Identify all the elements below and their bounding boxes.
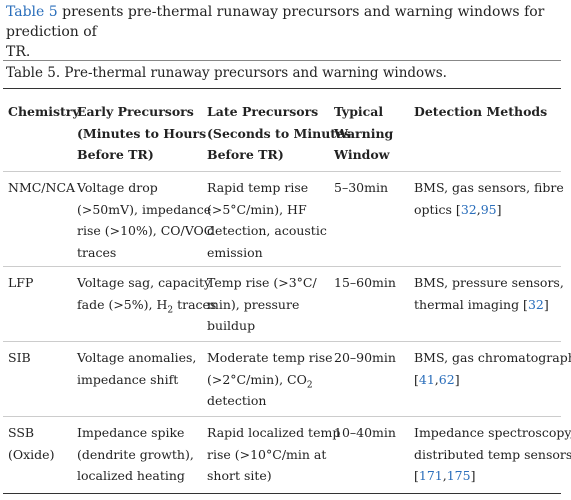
header-chemistry: Chemistry	[8, 104, 80, 119]
header-top-rule	[3, 88, 561, 89]
row-lfp-early: Voltage sag, capacity fade (>5%), H2 tra…	[77, 275, 217, 315]
row-nmc-chemistry: NMC/NCA	[8, 180, 76, 195]
row-lfp-late: Temp rise (>3°C/ min), pressure buildup	[207, 275, 317, 333]
row-ssb-late: Rapid localized temp rise (>10°C/min at …	[207, 425, 341, 483]
row-sib-early: Voltage anomalies, impedance shift	[77, 350, 197, 387]
caption-top-rule	[3, 60, 561, 61]
row-ssb-window: 10–40min	[334, 425, 396, 440]
citation-link[interactable]: 62	[438, 371, 455, 387]
table-caption: Table 5. Pre-thermal runaway precursors …	[6, 65, 447, 81]
row-divider	[3, 341, 561, 342]
row-sib-chemistry: SIB	[8, 350, 31, 365]
row-lfp-chemistry: LFP	[8, 275, 34, 290]
row-nmc-late: Rapid temp rise (>5°C/min), HF detection…	[207, 180, 327, 260]
row-lfp-methods: BMS, pressure sensors, thermal imaging […	[414, 275, 564, 312]
intro-paragraph: Table 5 presents pre-thermal runaway pre…	[6, 2, 565, 62]
row-sib-window: 20–90min	[334, 350, 396, 365]
table-5-link[interactable]: Table 5	[6, 4, 58, 20]
row-lfp-window: 15–60min	[334, 275, 396, 290]
row-nmc-early: Voltage drop (>50mV), impedance rise (>1…	[77, 180, 214, 260]
citation-link[interactable]: 171	[418, 468, 443, 483]
citation-link[interactable]: 32	[460, 201, 477, 217]
header-warning-window: Typical Warning Window	[334, 104, 394, 162]
row-sib-methods: BMS, gas chromatography [41,62]	[414, 350, 571, 387]
intro-text: presents pre-thermal runaway precursors …	[6, 4, 545, 40]
row-divider	[3, 416, 561, 417]
citation-link[interactable]: 175	[446, 468, 471, 483]
citation-link[interactable]: 41	[418, 371, 435, 387]
header-early-precursors: Early Precursors (Minutes to Hours Befor…	[77, 104, 207, 162]
table-bottom-rule	[3, 493, 561, 494]
citation-link[interactable]: 95	[480, 201, 497, 217]
header-late-precursors: Late Precursors (Seconds to Minutes Befo…	[207, 104, 352, 162]
row-sib-late: Moderate temp rise (>2°C/min), CO2 detec…	[207, 350, 333, 408]
row-divider	[3, 266, 561, 267]
row-divider	[3, 171, 561, 172]
row-nmc-window: 5–30min	[334, 180, 389, 195]
row-ssb-chemistry: SSB (Oxide)	[8, 425, 55, 462]
intro-text-line2: TR.	[6, 44, 31, 60]
row-ssb-methods: Impedance spectroscopy, distributed temp…	[414, 425, 571, 483]
row-nmc-methods: BMS, gas sensors, fibre optics [32,95]	[414, 180, 564, 217]
citation-link[interactable]: 32	[527, 296, 544, 312]
row-ssb-early: Impedance spike (dendrite growth), local…	[77, 425, 194, 483]
header-detection-methods: Detection Methods	[414, 104, 548, 119]
